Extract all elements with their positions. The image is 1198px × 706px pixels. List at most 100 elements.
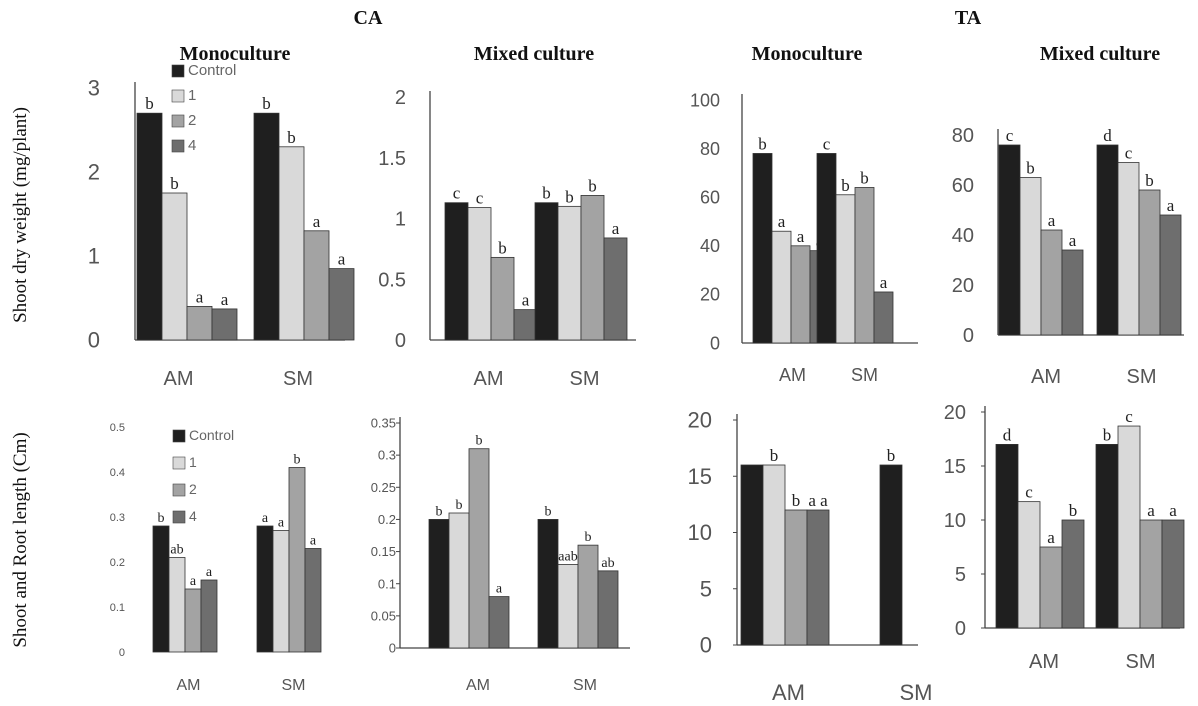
x-category-label: SM xyxy=(282,677,306,694)
bar-am-series-4 xyxy=(200,579,218,653)
x-category-label: SM xyxy=(570,368,600,390)
bar-am-series-4 xyxy=(1061,249,1084,336)
significance-label: d xyxy=(1103,126,1112,145)
y-tick-label: 0 xyxy=(389,641,396,656)
significance-label: a xyxy=(522,291,530,310)
bar-sm-series-2 xyxy=(557,205,582,341)
y-tick-label: 0 xyxy=(955,618,966,640)
x-category-label: SM xyxy=(900,680,933,705)
significance-label: a a xyxy=(808,491,828,510)
y-tick-label: 0.5 xyxy=(378,269,406,291)
significance-label: a xyxy=(221,290,229,309)
x-category-label: SM xyxy=(1126,651,1156,673)
significance-label: a xyxy=(313,212,321,231)
y-tick-label: 0 xyxy=(710,333,720,353)
bar-sm-series-2 xyxy=(272,530,290,653)
panel-3: Monoculture020406080100baaaAMcbbaSM xyxy=(690,43,918,385)
bar-am-series-2 xyxy=(1019,177,1042,336)
bar-sm-series-4 xyxy=(1159,214,1182,336)
y-tick-label: 10 xyxy=(944,510,966,532)
panel-6: 00.050.10.150.20.250.30.35b bbaAMbaabbabS… xyxy=(371,416,630,694)
bar-sm-series-2 xyxy=(278,146,305,341)
y-tick-label: 2 xyxy=(88,160,100,185)
bar-am-series-4 xyxy=(806,509,830,646)
significance-label: b xyxy=(792,491,801,510)
legend-label: Control xyxy=(189,427,234,443)
significance-label: a xyxy=(1167,196,1175,215)
x-category-label: AM xyxy=(164,368,194,390)
x-category-label: AM xyxy=(779,365,806,385)
significance-label: c xyxy=(1125,144,1133,163)
y-tick-label: 0.05 xyxy=(371,608,396,623)
bar-sm-series-1 xyxy=(256,525,274,653)
group-label-ta: TA xyxy=(955,7,982,29)
y-tick-label: 0 xyxy=(700,633,712,658)
significance-label: b xyxy=(545,504,552,519)
y-tick-label: 0.4 xyxy=(110,467,125,479)
legend-label: 4 xyxy=(189,508,197,524)
bar-am-series-4 xyxy=(211,308,238,341)
y-tick-label: 3 xyxy=(88,76,100,101)
significance-label: b xyxy=(841,176,850,195)
y-tick-label: 1 xyxy=(395,209,406,231)
y-tick-label: 0.25 xyxy=(371,480,396,495)
significance-label: c xyxy=(1125,407,1133,426)
y-tick-label: 5 xyxy=(955,564,966,586)
significance-label: a xyxy=(778,212,786,231)
bar-sm-series-2 xyxy=(835,194,856,344)
y-tick-label: 10 xyxy=(688,520,712,545)
significance-label: b xyxy=(1069,501,1078,520)
y-tick-label: 20 xyxy=(700,285,720,305)
bar-sm-series-2 xyxy=(1117,425,1141,629)
y-tick-label: 40 xyxy=(952,225,974,247)
bar-am-series-4 xyxy=(488,596,510,649)
bar-am-series-2 xyxy=(771,230,792,344)
y-tick-label: 0.35 xyxy=(371,416,396,431)
significance-label: a xyxy=(206,565,213,580)
bar-am-series-1 xyxy=(752,153,773,344)
x-category-label: AM xyxy=(1031,366,1061,388)
bar-sm-series-3 xyxy=(1138,189,1161,336)
x-category-label: AM xyxy=(177,677,201,694)
y-tick-label: 40 xyxy=(700,236,720,256)
significance-label: b xyxy=(262,94,271,113)
bar-sm-series-1 xyxy=(253,112,280,341)
significance-label: b xyxy=(585,530,592,545)
bar-am-series-1 xyxy=(152,525,170,653)
significance-label: b xyxy=(158,511,165,526)
bar-sm-series-1 xyxy=(879,464,903,646)
significance-label: a xyxy=(278,516,285,531)
bar-am-series-2 xyxy=(467,207,492,341)
significance-label: b xyxy=(287,128,296,147)
y-tick-label: 0 xyxy=(88,328,100,353)
bar-sm-series-1 xyxy=(534,202,559,341)
significance-label: b xyxy=(1103,425,1112,444)
legend-label: 2 xyxy=(189,481,197,497)
significance-label: b xyxy=(1026,159,1035,178)
significance-label: aab xyxy=(558,549,577,564)
significance-label: a xyxy=(190,574,197,589)
y-tick-label: 20 xyxy=(688,408,712,433)
legend-label: 1 xyxy=(188,87,196,104)
bar-am-series-1 xyxy=(136,112,163,341)
x-category-label: AM xyxy=(1029,651,1059,673)
significance-label: a xyxy=(1169,501,1177,520)
x-category-label: AM xyxy=(474,368,504,390)
bar-sm-series-3 xyxy=(854,187,875,344)
y-tick-label: 0.5 xyxy=(110,422,125,434)
significance-label: a xyxy=(196,287,204,306)
y-tick-label: 0.3 xyxy=(110,512,125,524)
y-tick-label: 0 xyxy=(963,325,974,347)
significance-label: c xyxy=(1006,126,1014,145)
significance-label: b xyxy=(145,94,154,113)
y-tick-label: 1.5 xyxy=(378,148,406,170)
bar-am-series-3 xyxy=(468,448,490,649)
significance-label: a xyxy=(1069,231,1077,250)
panel-title: Mixed culture xyxy=(474,43,594,65)
legend-swatch xyxy=(172,483,186,497)
bar-am-series-1 xyxy=(740,464,764,646)
